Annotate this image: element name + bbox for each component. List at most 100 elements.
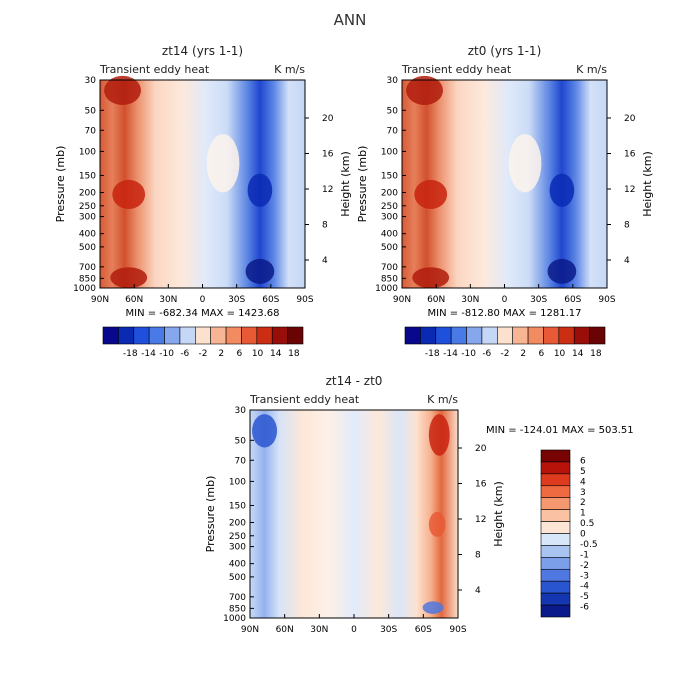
panel-right-string: K m/s — [427, 393, 458, 406]
panel-left-string: Transient eddy heat — [99, 63, 210, 76]
colorbar-box — [450, 326, 467, 345]
y-tick-label: 300 — [229, 543, 246, 553]
y-tick-label: 30 — [235, 406, 247, 416]
colorbar-box — [404, 326, 421, 345]
min-max-label: MIN = -124.01 MAX = 503.51 — [486, 425, 634, 436]
colorbar-box — [540, 509, 571, 522]
y-tick-label: 200 — [79, 189, 96, 199]
contour-region — [110, 267, 148, 288]
y2-axis-label: Height (km) — [641, 151, 654, 217]
colorbar-label: -6 — [482, 349, 491, 359]
y-tick-label: 400 — [381, 230, 398, 240]
colorbar-box — [102, 326, 119, 345]
y-tick-label: 850 — [229, 604, 246, 614]
contour-region — [547, 258, 577, 284]
y-tick-label: 150 — [381, 171, 398, 181]
contour-region — [508, 134, 542, 193]
x-tick-label: 90S — [598, 295, 615, 305]
colorbar-label: -14 — [443, 349, 458, 359]
min-max-label: MIN = -812.80 MAX = 1281.17 — [428, 308, 582, 319]
y2-tick-label: 20 — [475, 444, 487, 454]
colorbar-label: -0.5 — [580, 540, 598, 550]
y-tick-label: 250 — [381, 202, 398, 212]
panel-1: zt14 (yrs 1-1) Transient eddy heat K m/s 90… — [54, 44, 352, 359]
plot-field — [250, 410, 458, 618]
y-tick-label: 1000 — [375, 284, 398, 294]
y-tick-label: 700 — [229, 593, 246, 603]
y2-tick-label: 16 — [475, 480, 487, 490]
x-tick-label: 0 — [351, 625, 357, 635]
colorbar-label: 6 — [580, 456, 586, 466]
colorbar-box — [540, 592, 571, 606]
colorbar-box — [225, 326, 242, 345]
y-tick-label: 400 — [229, 560, 246, 570]
panel-left-string: Transient eddy heat — [401, 63, 512, 76]
panel-3: zt14 - zt0 Transient eddy heat K m/s 90N 60N… — [204, 374, 634, 635]
panel-left-string: Transient eddy heat — [249, 393, 360, 406]
y-tick-label: 100 — [381, 147, 398, 157]
colorbar-box — [256, 326, 273, 345]
y-tick-label: 100 — [79, 147, 96, 157]
colorbar-box — [133, 326, 150, 345]
y-tick-label: 500 — [381, 243, 398, 253]
colorbar-box — [195, 326, 211, 345]
contour-region — [245, 258, 275, 284]
min-max-label: MIN = -682.34 MAX = 1423.68 — [126, 308, 280, 319]
x-tick-label: 90S — [296, 295, 313, 305]
y2-tick-label: 8 — [624, 221, 630, 231]
x-tick-label: 90S — [449, 625, 466, 635]
y-tick-label: 70 — [387, 126, 399, 136]
colorbar-box — [558, 326, 575, 345]
colorbar-box — [540, 521, 571, 534]
x-tick-label: 60S — [564, 295, 581, 305]
y-tick-label: 1000 — [223, 614, 246, 624]
colorbar-box — [241, 326, 258, 345]
contour-region — [428, 414, 450, 456]
y2-tick-label: 20 — [624, 114, 636, 124]
colorbar-label: -10 — [159, 349, 174, 359]
x-tick-label: 30N — [159, 295, 177, 305]
x-tick-label: 60S — [415, 625, 432, 635]
contour-region — [422, 601, 444, 614]
panel-title: zt14 - zt0 — [326, 374, 383, 388]
colorbar-label: -6 — [180, 349, 189, 359]
colorbar-box — [540, 568, 571, 582]
x-tick-label: 60N — [125, 295, 143, 305]
x-tick-label: 30S — [228, 295, 245, 305]
y2-tick-label: 16 — [624, 150, 636, 160]
y-tick-label: 1000 — [73, 284, 96, 294]
y-tick-label: 100 — [229, 477, 246, 487]
panels: zt14 (yrs 1-1) Transient eddy heat K m/s 90… — [54, 44, 654, 635]
contour-region — [412, 267, 450, 288]
y2-axis-label: Height (km) — [339, 151, 352, 217]
y-tick-label: 500 — [229, 573, 246, 583]
colorbar-box — [540, 497, 571, 510]
panel-title: zt14 (yrs 1-1) — [162, 44, 243, 58]
panel-title: zt0 (yrs 1-1) — [468, 44, 542, 58]
colorbar-label: 10 — [554, 349, 566, 359]
x-tick-label: 60N — [276, 625, 294, 635]
y-tick-label: 300 — [381, 213, 398, 223]
y-tick-label: 500 — [79, 243, 96, 253]
colorbar-box — [148, 326, 165, 345]
y-tick-label: 50 — [85, 106, 97, 116]
colorbar-label: 6 — [236, 349, 242, 359]
contour-region — [247, 173, 273, 207]
colorbar-label: 1 — [580, 509, 586, 519]
contour-region — [406, 75, 443, 105]
y2-tick-label: 8 — [475, 551, 481, 561]
y-tick-label: 300 — [79, 213, 96, 223]
x-tick-label: 30S — [530, 295, 547, 305]
colorbar-label: -5 — [580, 592, 589, 602]
y-tick-label: 50 — [387, 106, 399, 116]
contour-region — [104, 75, 141, 105]
y-tick-label: 250 — [79, 202, 96, 212]
y2-tick-label: 16 — [322, 150, 334, 160]
y2-tick-label: 12 — [322, 185, 333, 195]
y-tick-label: 850 — [79, 274, 96, 284]
x-tick-label: 60N — [427, 295, 445, 305]
colorbar-label: 2 — [520, 349, 526, 359]
colorbar-box — [540, 485, 571, 499]
colorbar-label: -18 — [425, 349, 440, 359]
y-tick-label: 150 — [79, 171, 96, 181]
